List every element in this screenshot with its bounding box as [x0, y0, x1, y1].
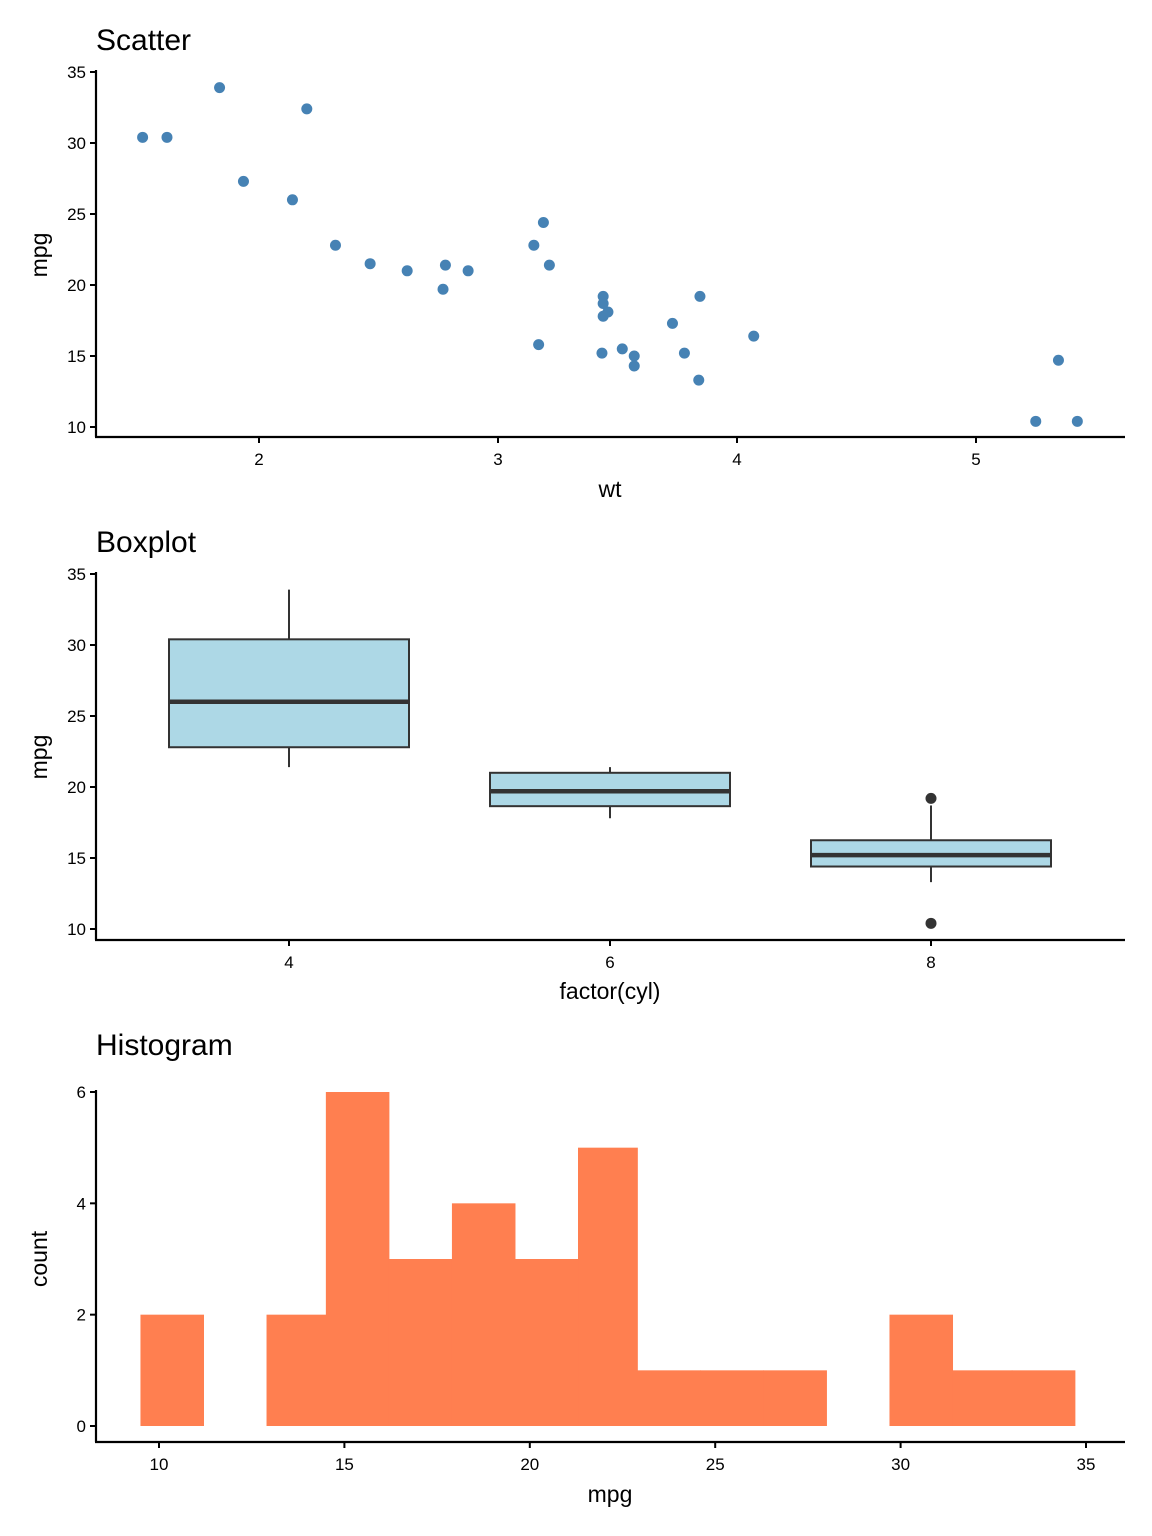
scatter-y-axis-title: mpg: [26, 233, 52, 278]
x-tick-label: 25: [706, 1455, 725, 1474]
histogram-bar: [140, 1314, 204, 1426]
boxplot-marks: [168, 589, 1052, 929]
histogram-bar: [266, 1314, 327, 1426]
y-tick-label: 10: [67, 920, 86, 939]
histogram-bar: [514, 1259, 579, 1426]
scatter-point: [537, 217, 549, 229]
x-tick-label: 5: [971, 450, 980, 469]
y-tick-label: 0: [77, 1417, 86, 1436]
histogram-marks: [140, 1092, 1076, 1426]
scatter-x-axis-title: wt: [598, 476, 623, 502]
x-tick-label: 10: [150, 1455, 169, 1474]
scatter-point: [1071, 415, 1083, 427]
scatter-point: [616, 343, 628, 355]
histogram-bar: [451, 1203, 516, 1426]
scatter-point: [693, 374, 705, 386]
boxplot-axes: 10 15 20 25 30 35 4 6 8: [67, 565, 1125, 972]
scatter-point: [597, 290, 609, 302]
scatter-point: [628, 350, 640, 362]
y-tick-label: 35: [67, 63, 86, 82]
outlier-point: [925, 792, 937, 804]
boxplot-x-axis-title: factor(cyl): [560, 978, 661, 1004]
y-tick-label: 4: [77, 1194, 86, 1213]
x-tick-label: 3: [493, 450, 502, 469]
scatter-point: [543, 259, 555, 271]
scatter-title: Scatter: [96, 24, 191, 57]
scatter-point: [137, 131, 149, 143]
scatter-point: [596, 347, 608, 359]
histogram-bar: [952, 1370, 1013, 1426]
y-tick-label: 20: [67, 778, 86, 797]
histogram-title: Histogram: [96, 1029, 233, 1062]
scatter-point: [597, 310, 609, 322]
scatter-point: [439, 259, 451, 271]
scatter-point: [329, 239, 341, 251]
boxplot-y-axis-title: mpg: [26, 735, 52, 780]
boxplot-title: Boxplot: [96, 526, 197, 559]
scatter-point: [1052, 354, 1064, 366]
scatter-point: [214, 82, 226, 94]
scatter-point: [364, 258, 376, 270]
scatter-axes: 10 15 20 25 30 35 2 3 4 5: [67, 63, 1125, 469]
scatter-point: [301, 103, 313, 115]
scatter-point: [528, 239, 540, 251]
scatter-point: [237, 175, 249, 187]
scatter-point: [533, 339, 545, 351]
scatter-point: [1030, 415, 1042, 427]
histogram-x-axis-title: mpg: [588, 1481, 633, 1507]
x-tick-label: 15: [335, 1455, 354, 1474]
y-tick-label: 25: [67, 205, 86, 224]
histogram-bar: [1011, 1370, 1076, 1426]
scatter-point: [748, 330, 760, 342]
box: [168, 638, 410, 749]
x-tick-label: 6: [605, 953, 614, 972]
y-tick-label: 30: [67, 134, 86, 153]
y-tick-label: 10: [67, 418, 86, 437]
y-tick-label: 20: [67, 276, 86, 295]
x-tick-label: 4: [732, 450, 741, 469]
y-tick-label: 15: [67, 347, 86, 366]
histogram-y-axis-title: count: [26, 1230, 52, 1287]
x-tick-label: 35: [1077, 1455, 1096, 1474]
histogram-panel: Histogram mpg count 0 2 4 6 10 15 20 25 30 35: [26, 1029, 1125, 1507]
x-tick-label: 20: [520, 1455, 539, 1474]
scatter-point: [678, 347, 690, 359]
scatter-marks: [137, 82, 1083, 427]
y-tick-label: 35: [67, 565, 86, 584]
y-tick-label: 30: [67, 636, 86, 655]
boxplot-panel: Boxplot factor(cyl) mpg 10 15 20 25 30 35 4 6 8: [26, 526, 1125, 1004]
histogram-bar: [700, 1370, 764, 1426]
histogram-bar: [763, 1370, 827, 1426]
x-tick-label: 8: [926, 953, 935, 972]
outlier-point: [925, 917, 937, 929]
y-tick-label: 25: [67, 707, 86, 726]
scatter-point: [666, 317, 678, 329]
histogram-bar: [325, 1092, 390, 1426]
histogram-axes: 0 2 4 6 10 15 20 25 30 35: [77, 1083, 1125, 1474]
scatter-point: [694, 290, 706, 302]
y-tick-label: 2: [77, 1306, 86, 1325]
y-tick-label: 6: [77, 1083, 86, 1102]
x-tick-label: 2: [254, 450, 263, 469]
scatter-point: [628, 360, 640, 372]
scatter-panel: Scatter wt mpg 10 15 20 25 30 35 2 3 4 5: [26, 24, 1125, 502]
histogram-bar: [889, 1314, 954, 1426]
y-tick-label: 15: [67, 849, 86, 868]
scatter-point: [437, 283, 449, 295]
scatter-point: [462, 265, 474, 277]
scatter-point: [161, 131, 173, 143]
histogram-bar: [388, 1259, 453, 1426]
histogram-bar: [578, 1147, 638, 1426]
scatter-point: [286, 194, 298, 206]
x-tick-label: 30: [891, 1455, 910, 1474]
histogram-bar: [637, 1370, 701, 1426]
scatter-point: [401, 265, 413, 277]
x-tick-label: 4: [284, 953, 293, 972]
